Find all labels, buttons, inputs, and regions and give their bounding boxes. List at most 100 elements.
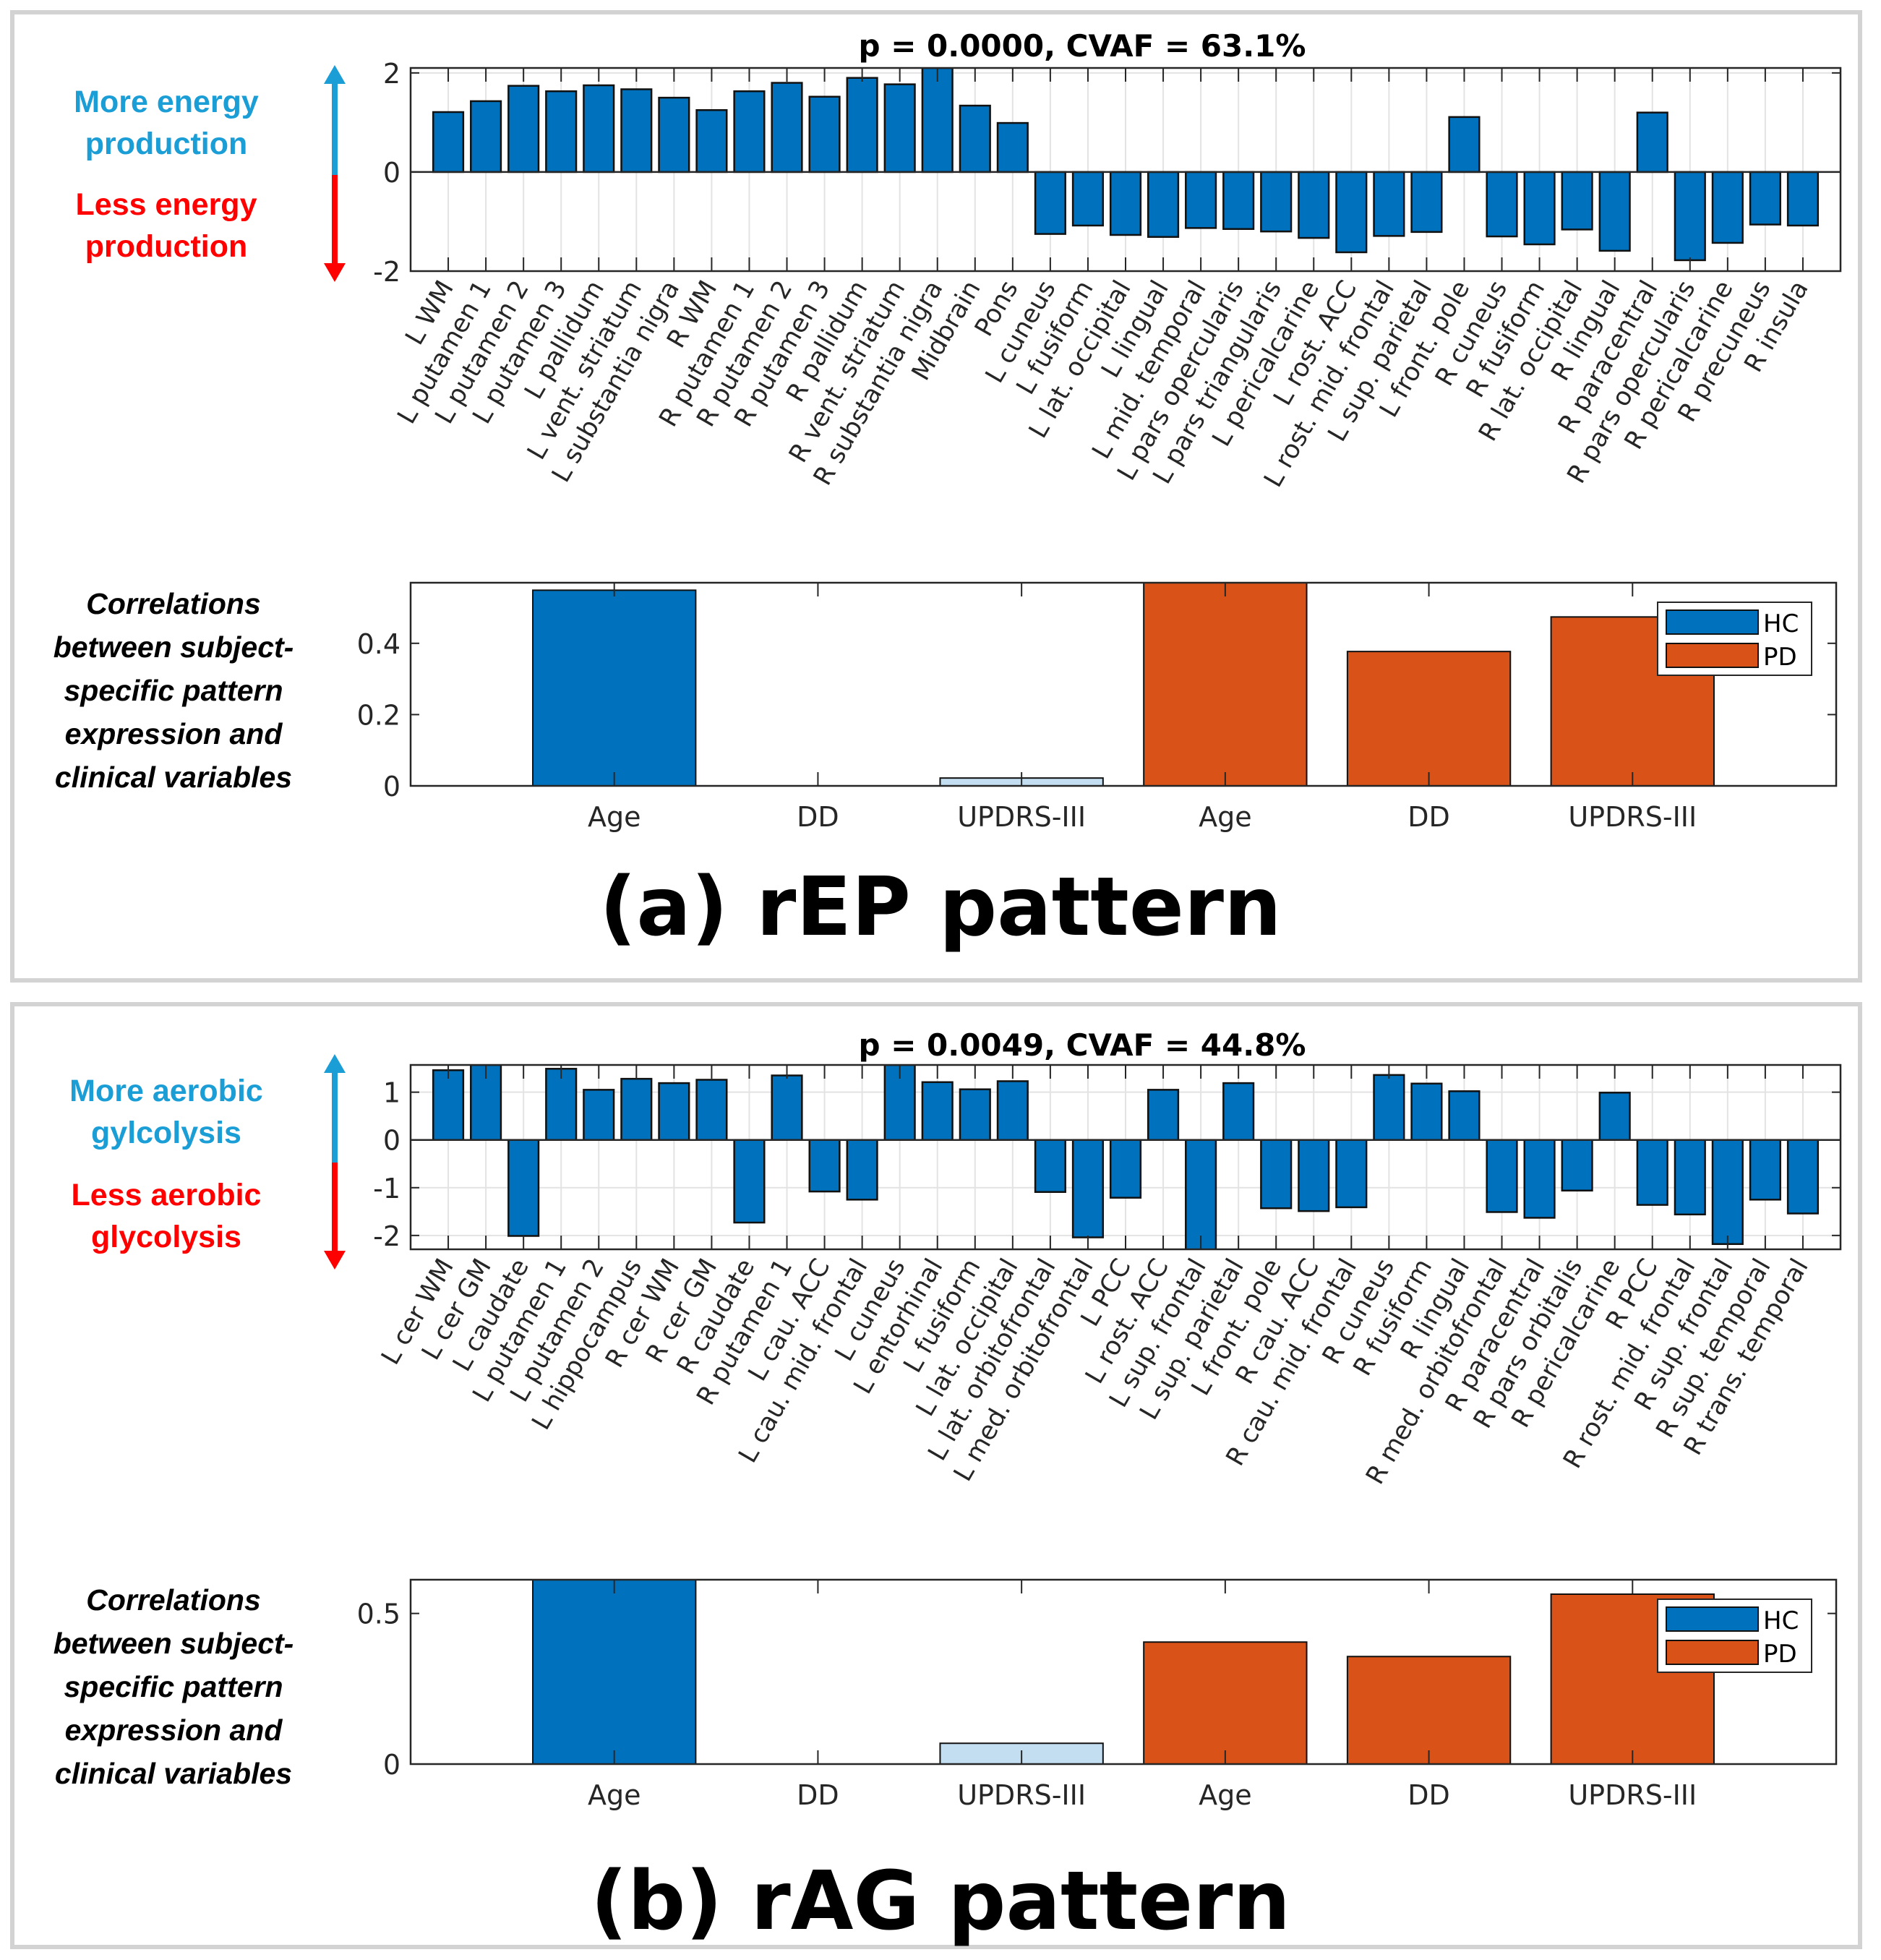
bar-r-insula [1786, 171, 1820, 227]
corr-label-line: specific pattern [64, 674, 283, 707]
side-label-down-a: Less energy production [36, 184, 296, 268]
bar-l-pallidum [583, 84, 615, 174]
bar-pons [996, 121, 1029, 174]
bar-r-paracentral [1523, 1139, 1556, 1219]
bar-r-pars-opercularis [1674, 171, 1706, 262]
bar-l-lat-occipital [996, 1080, 1029, 1141]
side-label-up-a: More energy production [36, 81, 296, 165]
bar-l-front-pole [1260, 1139, 1293, 1210]
bar-r-cer-wm [658, 1082, 690, 1141]
arrow-up-shaft [332, 1071, 338, 1163]
bar-l-substantia-nigra [658, 96, 690, 174]
legend-label-pd: PD [1763, 1640, 1797, 1669]
bar-l-caudate [507, 1139, 540, 1237]
legend-label-hc: HC [1763, 1606, 1799, 1635]
corr-side-label-b: Correlations between subject- specific p… [29, 1578, 318, 1795]
bar-r-cuneus [1486, 171, 1518, 238]
side-label-down-a-line2: production [85, 229, 248, 264]
arrow-down-head [324, 1251, 346, 1270]
bar-midbrain [959, 104, 991, 174]
side-label-up-b: More aerobic gylcolysis [36, 1070, 296, 1154]
bar-r-pallidum [846, 77, 878, 174]
bar-r-putamen-3 [808, 95, 841, 174]
x-tick-label: UPDRS-III [957, 1779, 1086, 1811]
bar-l-lingual [1147, 171, 1180, 238]
y-tick-label: 2 [383, 58, 400, 90]
x-tick-label: DD [1407, 1779, 1450, 1811]
bar-r-sup-frontal [1711, 1139, 1744, 1245]
x-tick-label: DD [797, 1779, 839, 1811]
y-tick-label: 0.5 [357, 1599, 400, 1630]
bar-l-putamen-2 [507, 85, 540, 174]
bar-l-hippocampus [620, 1077, 653, 1141]
bar-l-rost-acc [1335, 171, 1368, 254]
y-tick-label: 0 [383, 771, 400, 803]
y-tick-label: -1 [373, 1173, 400, 1204]
arrow-down-shaft [332, 175, 338, 265]
corr-label-line: specific pattern [64, 1670, 283, 1703]
bar-r-lat-occipital [1561, 171, 1593, 231]
arrow-up-head [324, 65, 346, 84]
bar-l-entorhinal [921, 1081, 954, 1141]
bar-r-pcc [1636, 1139, 1668, 1206]
chart-title: p = 0.0049, CVAF = 44.8% [859, 1027, 1306, 1063]
caption-b: (b) rAG pattern [590, 1854, 1291, 1948]
side-label-down-b-line1: Less aerobic [71, 1178, 262, 1212]
legend-label-pd: PD [1763, 643, 1797, 672]
corr-side-label-a: Correlations between subject- specific p… [29, 582, 318, 799]
legend-swatch-pd [1666, 643, 1759, 668]
y-tick-label: -2 [373, 256, 400, 288]
bar-l-rost-acc [1147, 1089, 1180, 1141]
corr-label-line: Correlations [86, 587, 261, 620]
bar-l-med-orbitofrontal [1071, 1139, 1105, 1238]
bar-r-cuneus [1373, 1074, 1405, 1141]
direction-arrow-icon-b [324, 1054, 346, 1270]
y-tick-label: -2 [373, 1220, 400, 1252]
legend: HC PD [1657, 602, 1812, 676]
side-label-up-b-line1: More aerobic [69, 1074, 263, 1108]
bar-r-pericalcarine [1711, 171, 1744, 244]
bar-r-pericalcarine [1598, 1092, 1631, 1141]
x-tick-label: Age [588, 1779, 641, 1811]
bar-hc-age [532, 1580, 697, 1764]
bar-l-pericalcarine [1298, 171, 1330, 239]
bar-l-lat-orbitofrontal [1034, 1139, 1066, 1193]
bar-r-rost-mid-frontal [1674, 1139, 1706, 1216]
bar-l-wm [432, 111, 465, 174]
side-label-down-b-line2: glycolysis [91, 1220, 241, 1254]
corr-label-line: expression and [64, 1713, 283, 1747]
bar-l-front-pole [1448, 116, 1481, 174]
correlation-bar-chart-a: Age DD UPDRS-III Age DD UPDRS-III 0 0.2 0.4 HC PD [357, 581, 1838, 833]
bar-l-vent-striatum [620, 88, 653, 174]
bars [432, 68, 1820, 262]
legend-label-hc: HC [1763, 609, 1799, 638]
y-tick-label: 0 [383, 157, 400, 189]
bar-l-sup-parietal [1410, 171, 1443, 234]
arrow-up-head [324, 1054, 346, 1073]
side-label-up-a-line1: More energy [74, 85, 259, 119]
side-label-up-b-line2: gylcolysis [91, 1116, 241, 1150]
axes-box [409, 581, 1838, 787]
corr-label-line: between subject- [53, 1627, 294, 1660]
bar-pd-dd [1346, 1656, 1512, 1764]
bar-r-med-orbitofrontal [1486, 1139, 1518, 1213]
bars [432, 1065, 1820, 1249]
bar-hc-age [532, 589, 697, 786]
bar-pd-age [1143, 583, 1308, 786]
bar-l-pcc [1109, 1139, 1142, 1199]
bar-r-precuneus [1749, 171, 1781, 226]
bar-pd-age [1143, 1641, 1308, 1764]
bar-l-rost-mid-frontal [1373, 171, 1405, 237]
x-tick-label: UPDRS-III [1568, 801, 1697, 833]
x-tick-label: DD [797, 801, 839, 833]
bar-l-putamen-1 [470, 100, 502, 174]
corr-label-line: between subject- [53, 630, 294, 664]
legend-swatch-hc [1666, 609, 1759, 635]
bar-r-paracentral [1636, 111, 1668, 174]
legend-swatch-pd [1666, 1640, 1759, 1665]
bar-r-cau-mid-frontal [1335, 1139, 1368, 1209]
bar-l-cau-mid-frontal [846, 1139, 878, 1201]
bar-r-putamen-2 [771, 82, 803, 174]
bar-l-cau-acc [808, 1139, 841, 1193]
bar-l-putamen-3 [545, 90, 578, 174]
